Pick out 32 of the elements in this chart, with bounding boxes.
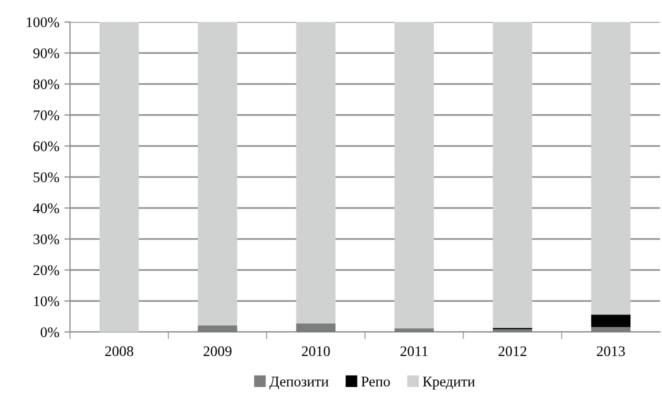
y-tick-label: 90%: [33, 48, 60, 58]
x-tick-label: 2013: [596, 346, 625, 356]
bar: [492, 329, 532, 332]
legend-label: Кредити: [422, 376, 475, 390]
bar: [296, 22, 336, 324]
y-tick-label: 80%: [33, 79, 60, 90]
y-tick-label: 70%: [34, 110, 60, 120]
y-tick-label: 50%: [34, 172, 60, 182]
bar: [198, 325, 238, 332]
bar: [492, 22, 532, 328]
x-tick-label: 2010: [302, 346, 330, 356]
y-tick-label: 40%: [33, 203, 60, 214]
bar: [591, 327, 630, 332]
legend-label: Репо: [361, 376, 390, 386]
bar: [591, 22, 630, 315]
bar: [394, 328, 434, 332]
x-tick-label: 2012: [498, 346, 526, 356]
x-tick-label: 2009: [204, 346, 232, 356]
x-tick-label: 2008: [105, 346, 134, 356]
bar: [296, 323, 336, 332]
y-tick-label: 20%: [33, 265, 60, 276]
x-tick-label: 2011: [400, 346, 428, 356]
legend-label: Депозити: [270, 376, 328, 390]
y-tick-label: 30%: [34, 234, 60, 244]
bar: [100, 22, 139, 332]
y-tick-label: 100%: [26, 17, 60, 28]
y-tick-label: 60%: [33, 141, 60, 152]
bar: [198, 22, 238, 326]
y-tick-label: 0%: [40, 327, 60, 338]
y-tick-label: 10%: [34, 296, 60, 306]
bar: [394, 22, 434, 328]
bar: [591, 314, 630, 328]
